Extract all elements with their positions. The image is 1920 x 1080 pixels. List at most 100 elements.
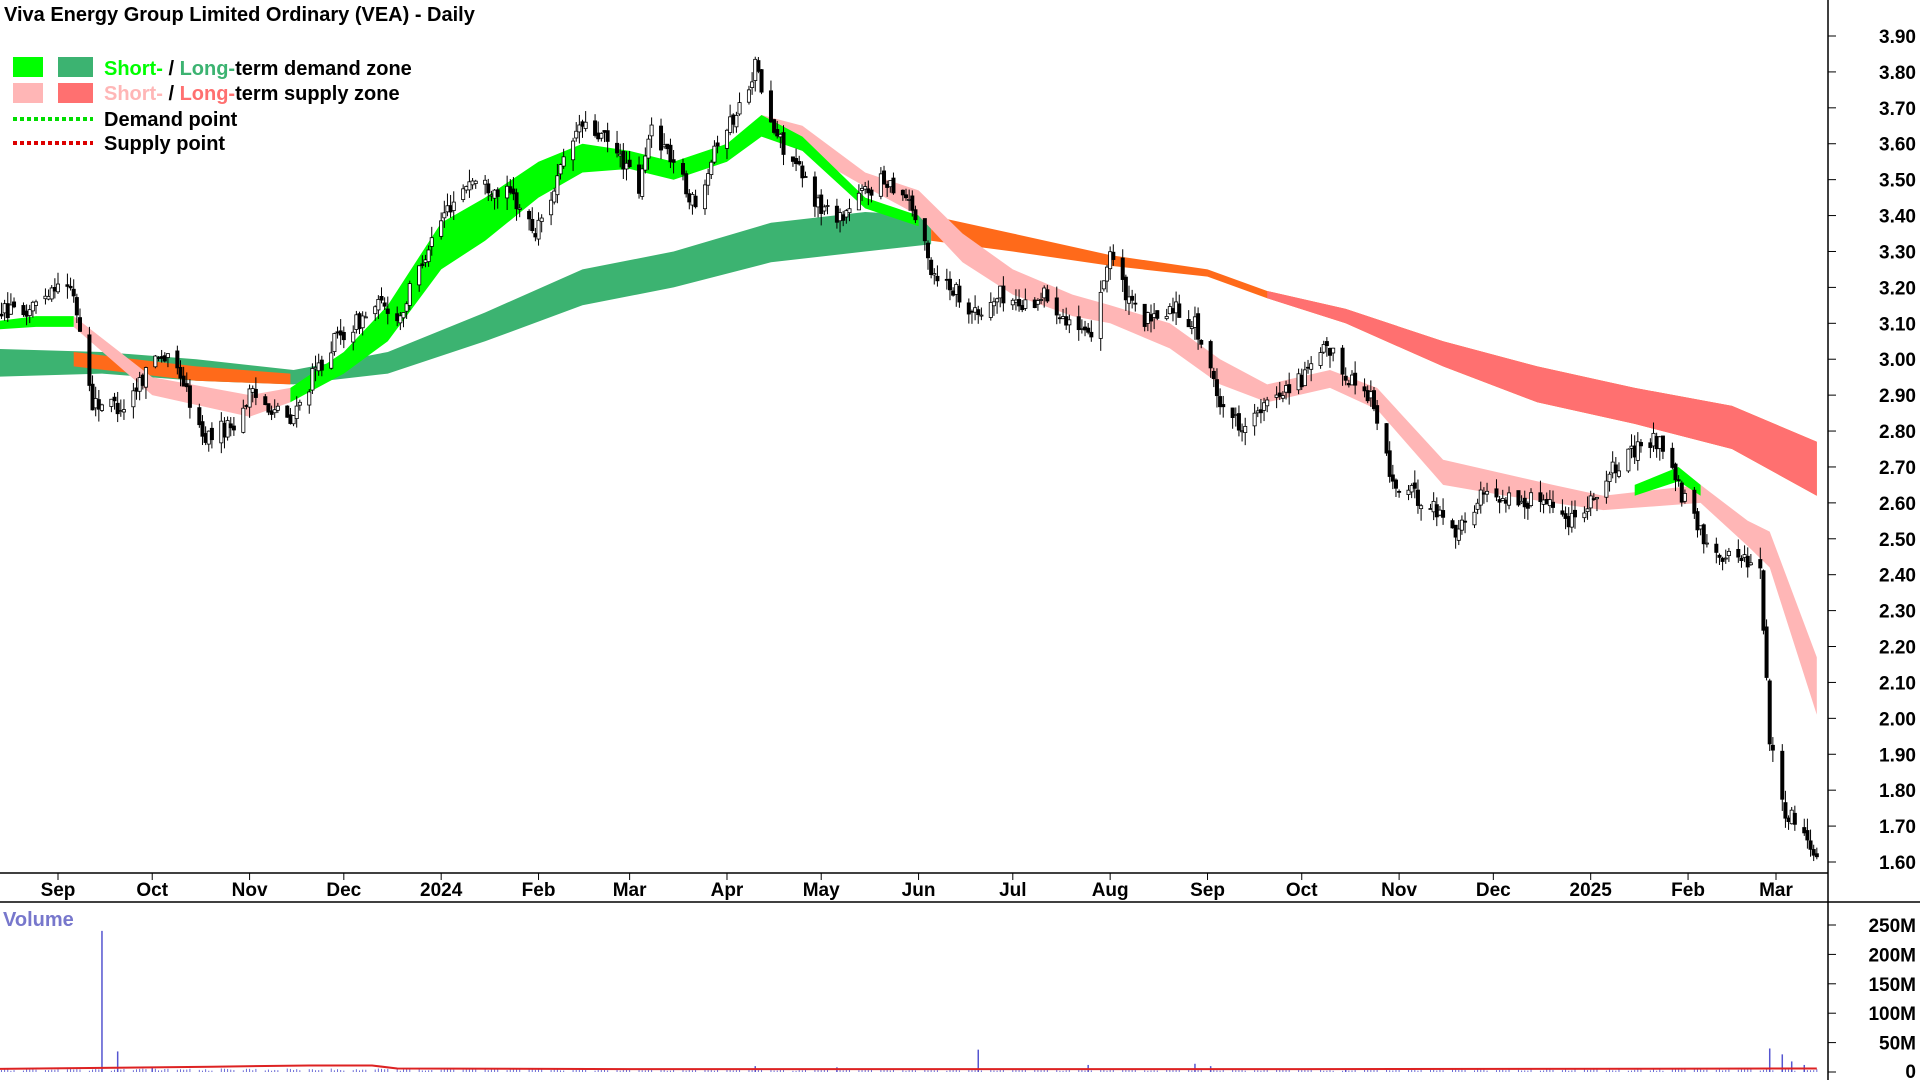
candle-body-2023-11-01: [247, 388, 252, 408]
candle-body-2023-11-09: [272, 409, 277, 414]
legend-label-long: Long-: [180, 58, 236, 80]
candle-body-2023-09-14: [96, 399, 101, 410]
candle-body-2024-12-05: [1503, 499, 1508, 504]
candle-body-2024-12-13: [1529, 492, 1534, 506]
candle-body-2023-10-03: [156, 357, 161, 359]
x-tick-label: Apr: [711, 880, 744, 901]
y-tick-label: 2.50: [1879, 530, 1916, 551]
candle-body-2024-05-20: [878, 173, 883, 197]
candle-body-2023-10-24: [222, 422, 227, 438]
candle-body-2024-10-16: [1346, 383, 1351, 386]
candle-body-2024-06-06: [932, 273, 937, 276]
candle-body-2024-12-16: [1538, 492, 1543, 503]
y-tick-label: 3.80: [1879, 63, 1916, 84]
candle-body-2024-08-09: [1133, 302, 1138, 305]
candle-body-2023-10-12: [184, 383, 189, 388]
y-tick-label: 3.40: [1879, 207, 1916, 228]
candle-body-2025-01-13: [1626, 448, 1631, 472]
candle-body-2024-01-03: [445, 205, 450, 213]
candle-body-2024-03-06: [643, 155, 648, 171]
candle-body-2023-11-13: [285, 405, 290, 418]
candle-body-2024-10-01: [1299, 374, 1304, 388]
candle-body-2024-10-07: [1318, 352, 1323, 366]
candle-body-2023-11-14: [288, 414, 293, 424]
candle-body-2025-02-10: [1714, 543, 1719, 553]
chart-title: Viva Energy Group Limited Ordinary (VEA)…: [4, 4, 476, 26]
candle-body-2024-09-12: [1240, 430, 1245, 433]
candle-body-2024-03-21: [690, 194, 695, 206]
candle-body-2024-07-15: [1054, 297, 1059, 316]
legend-label-demand-zone: Short- / Long-term demand zone: [104, 58, 412, 80]
candle-body-2024-08-13: [1145, 312, 1150, 324]
candle-body-2024-12-04: [1500, 498, 1505, 501]
legend-label-rest: term supply zone: [235, 83, 399, 105]
candle-body-2025-01-28: [1673, 463, 1678, 481]
candle-body-2025-02-03: [1692, 489, 1697, 514]
candle-body-2023-11-10: [275, 405, 280, 411]
candle-body-2023-11-17: [297, 401, 302, 406]
candle-body-2024-02-27: [618, 153, 623, 157]
y-axis-ticks: 3.90 3.80 3.70 3.60 3.50 3.40 3.30 3.20 3.10 3.00…: [1828, 27, 1916, 874]
candle-body-2024-10-21: [1362, 386, 1367, 392]
candle-body-2023-11-07: [266, 403, 271, 413]
legend-label-short: Short-: [104, 83, 163, 105]
candle-body-2024-06-04: [925, 242, 930, 259]
candle-body-2024-02-12: [571, 140, 576, 161]
candle-body-2024-12-18: [1544, 499, 1549, 505]
candle-body-2024-03-26: [706, 173, 711, 186]
x-tick-label: Jul: [999, 880, 1026, 901]
candle-body-2024-10-17: [1349, 374, 1354, 386]
x-tick-label: Dec: [326, 880, 361, 901]
candle-body-2024-11-06: [1412, 482, 1417, 489]
candle-body-2025-02-07: [1704, 542, 1709, 545]
candle-body-2024-09-11: [1236, 413, 1241, 431]
candle-body-2024-04-17: [775, 129, 780, 137]
candle-body-2024-06-12: [951, 290, 956, 296]
candle-body-2024-02-02: [539, 217, 544, 222]
candle-body-2024-12-27: [1572, 509, 1577, 518]
candle-body-2024-11-26: [1475, 502, 1480, 510]
candle-body-2025-01-06: [1604, 480, 1609, 498]
volume-tick-label: 100M: [1868, 1004, 1916, 1025]
candle-body-2023-11-30: [338, 330, 343, 336]
candle-body-2023-11-22: [313, 366, 318, 370]
candle-body-2025-01-31: [1682, 493, 1687, 502]
candle-body-2024-12-23: [1560, 510, 1565, 515]
candle-body-2024-12-12: [1525, 503, 1530, 509]
candle-body-2024-12-25: [1566, 516, 1571, 528]
candle-body-2024-12-03: [1497, 499, 1502, 503]
candle-body-2024-04-22: [790, 156, 795, 162]
candle-body-2024-01-10: [467, 181, 472, 191]
candle-body-2024-05-27: [900, 189, 905, 196]
volume-tick-label: 200M: [1868, 945, 1916, 966]
candle-body-2025-02-05: [1698, 525, 1703, 530]
candle-body-2023-12-21: [404, 303, 409, 312]
candle-body-2024-02-13: [574, 130, 579, 139]
candle-body-2023-09-04: [65, 284, 70, 287]
candle-body-2024-08-27: [1189, 326, 1194, 329]
candle-body-2024-01-12: [473, 180, 478, 184]
candle-body-2024-05-17: [869, 189, 874, 196]
candle-body-2024-04-16: [772, 119, 777, 133]
candle-body-2024-06-19: [973, 307, 978, 313]
candle-body-2024-09-24: [1277, 392, 1282, 397]
candle-body-2024-11-14: [1437, 509, 1442, 516]
candle-body-2024-04-24: [797, 161, 802, 165]
candle-body-2023-11-06: [263, 396, 268, 406]
y-tick-label: 1.60: [1879, 853, 1916, 874]
candle-body-2024-07-03: [1017, 299, 1022, 307]
candle-body-2025-01-01: [1588, 495, 1593, 509]
candle-body-2024-05-08: [841, 214, 846, 221]
candle-body-2024-08-26: [1186, 319, 1191, 328]
candle-body-2025-01-24: [1660, 435, 1665, 452]
candle-body-2023-12-27: [423, 259, 428, 263]
y-tick-label: 1.90: [1879, 745, 1916, 766]
candle-body-2024-04-23: [794, 158, 799, 165]
candle-body-2024-07-11: [1042, 287, 1047, 299]
y-tick-label: 2.90: [1879, 386, 1916, 407]
candle-body-2023-11-29: [335, 331, 340, 334]
candle-body-2024-01-25: [514, 192, 519, 210]
y-tick-label: 3.70: [1879, 99, 1916, 120]
candle-body-2024-12-26: [1569, 512, 1574, 528]
candle-body-2024-11-01: [1397, 490, 1402, 493]
